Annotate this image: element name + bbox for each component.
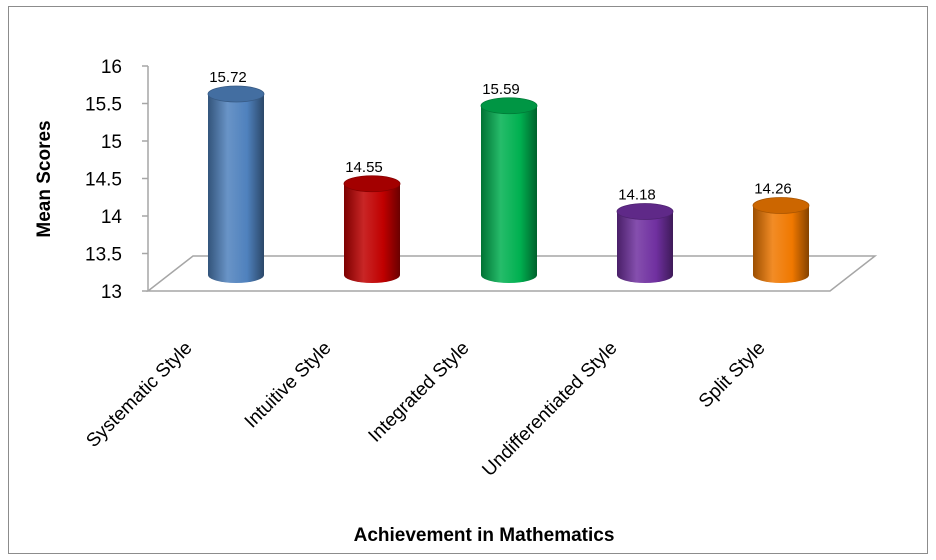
data-label: 15.59 <box>482 81 520 98</box>
category-label: Intuitive Style <box>241 338 336 433</box>
bar-3: 14.18 <box>616 187 674 283</box>
bar-body <box>753 205 809 283</box>
bar-4: 14.26 <box>752 181 810 283</box>
y-tick-label: 14 <box>101 207 123 228</box>
bar-body <box>617 211 673 283</box>
x-axis-title: Achievement in Mathematics <box>354 525 615 546</box>
bar-top <box>207 85 265 103</box>
bar-body <box>344 183 400 283</box>
y-axis-title: Mean Scores <box>34 120 55 237</box>
bar-top <box>343 175 401 193</box>
bars: 15.72 14.55 15.59 14.18 14.26 <box>207 69 810 283</box>
y-tick-label: 13.5 <box>85 245 122 266</box>
bar-1: 14.55 <box>343 159 401 283</box>
y-tick-label: 15.5 <box>85 95 122 116</box>
y-tick-label: 16 <box>101 57 122 78</box>
bar-top <box>616 203 674 220</box>
bar-2: 15.59 <box>480 81 538 283</box>
y-tick-label: 14.5 <box>85 170 122 191</box>
y-axis-ticks: 13 13.5 14 14.5 15 15.5 16 <box>85 57 148 303</box>
bar-0: 15.72 <box>207 69 265 283</box>
category-label: Split Style <box>695 338 770 413</box>
category-label: Systematic Style <box>82 338 196 452</box>
category-label: Integrated Style <box>365 338 474 447</box>
bar-body <box>481 105 537 283</box>
category-label: Undifferentiated Style <box>478 338 621 481</box>
y-tick-label: 15 <box>101 132 122 153</box>
data-label: 14.26 <box>754 181 792 198</box>
y-tick-label: 13 <box>101 282 122 303</box>
bar-top <box>752 197 810 214</box>
data-label: 15.72 <box>209 69 247 86</box>
data-label: 14.55 <box>345 159 383 176</box>
bar-top <box>480 97 538 115</box>
category-labels: Systematic Style Intuitive Style Integrate… <box>82 338 769 481</box>
bar-body <box>208 94 264 283</box>
data-label: 14.18 <box>618 187 656 204</box>
